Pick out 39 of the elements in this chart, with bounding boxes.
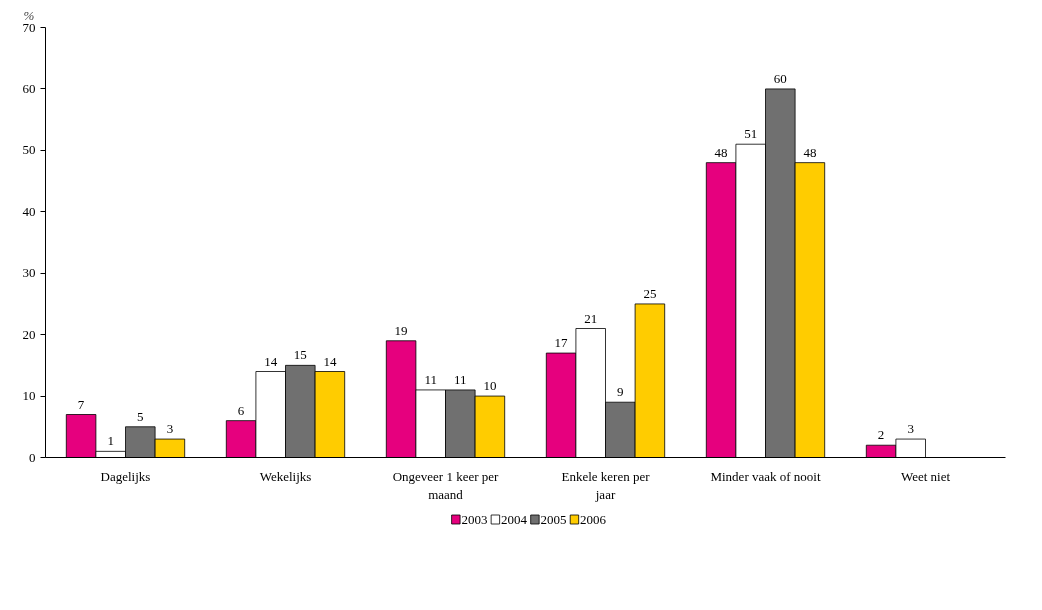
data-label: 10 xyxy=(483,378,497,394)
data-label: 14 xyxy=(323,353,337,369)
data-label: 11 xyxy=(454,371,467,387)
x-tick-label: Wekelijks xyxy=(259,468,312,484)
data-label: 25 xyxy=(643,285,657,301)
data-label: 15 xyxy=(293,347,307,363)
data-label: 1 xyxy=(107,433,114,449)
x-tick-label: Weet niet xyxy=(900,468,951,484)
data-label: 6 xyxy=(237,402,245,418)
legend-label: 2004 xyxy=(501,511,528,527)
y-tick-label: 30 xyxy=(22,265,36,281)
data-label: 51 xyxy=(744,126,758,142)
x-tick-label: Ongeveer 1 keer per maand xyxy=(392,468,500,502)
data-label: 48 xyxy=(803,144,817,160)
data-label: 5 xyxy=(137,408,144,424)
data-label: 14 xyxy=(264,353,278,369)
y-tick-label: 50 xyxy=(22,142,36,158)
y-tick-label: 0 xyxy=(29,449,36,465)
y-tick-label: 40 xyxy=(22,203,36,219)
x-tick-label: Enkele keren per jaar xyxy=(561,468,651,502)
x-tick-label: Dagelijks xyxy=(100,468,151,484)
data-label: 17 xyxy=(554,335,569,351)
data-label: 9 xyxy=(617,384,624,400)
y-tick-label: 60 xyxy=(22,80,36,96)
data-label: 3 xyxy=(166,421,174,437)
y-tick-label: 10 xyxy=(22,388,36,404)
data-label: 21 xyxy=(584,310,598,326)
legend-label: 2003 xyxy=(461,511,488,527)
data-label: 3 xyxy=(907,421,914,437)
y-tick-label: 20 xyxy=(22,326,36,342)
data-label: 60 xyxy=(773,70,787,86)
data-label: 7 xyxy=(77,396,85,412)
data-label: 11 xyxy=(424,371,437,387)
data-label: 2 xyxy=(877,427,885,443)
legend-label: 2005 xyxy=(540,511,567,527)
data-label: 48 xyxy=(714,144,728,160)
data-label: 19 xyxy=(394,322,408,338)
x-tick-label: Minder vaak of nooit xyxy=(710,468,821,484)
legend-label: 2006 xyxy=(580,511,607,527)
